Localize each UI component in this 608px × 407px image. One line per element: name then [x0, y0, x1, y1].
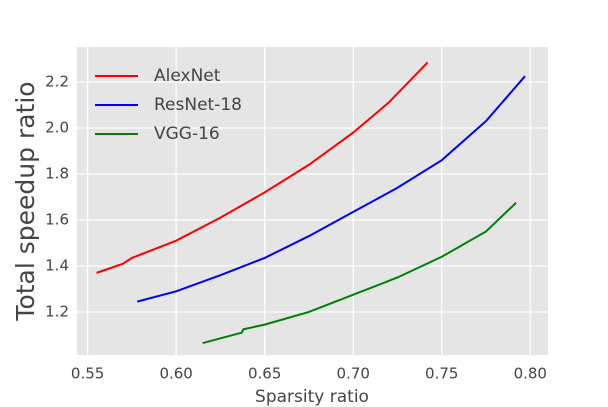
legend-label: VGG-16 — [154, 124, 220, 144]
line — [202, 202, 517, 345]
x-tick-label: 0.80 — [514, 365, 547, 383]
line — [136, 75, 526, 303]
x-axis-label: Sparsity ratio — [255, 387, 369, 407]
y-axis-label: Total speedup ratio — [11, 81, 40, 321]
plot-area — [77, 47, 548, 355]
y-tick-label: 1.2 — [45, 302, 69, 320]
x-tick-label: 0.70 — [337, 365, 370, 383]
x-tick-label: 0.75 — [425, 365, 458, 383]
y-tick-label: 2.2 — [45, 72, 69, 90]
x-tick-label: 0.60 — [159, 365, 192, 383]
line — [96, 61, 429, 274]
y-tick-label: 2.0 — [45, 118, 69, 136]
y-tick-label: 1.8 — [45, 164, 69, 182]
legend-label: AlexNet — [154, 66, 221, 86]
x-tick-label: 0.65 — [248, 365, 281, 383]
y-tick-label: 1.6 — [45, 210, 69, 228]
x-tick-label: 0.55 — [71, 365, 104, 383]
y-tick-label: 1.4 — [45, 256, 69, 274]
legend-label: ResNet-18 — [154, 95, 242, 115]
